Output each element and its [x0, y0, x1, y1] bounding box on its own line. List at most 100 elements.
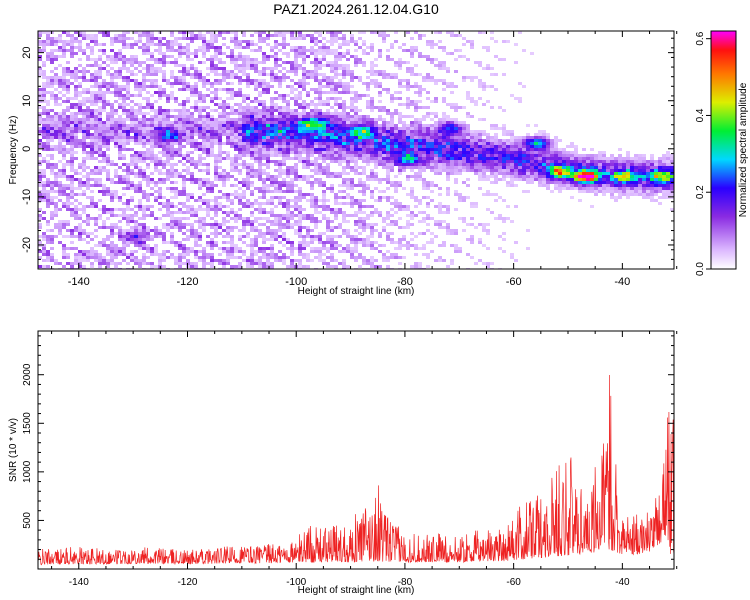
heatmap-cell [54, 148, 58, 151]
heatmap-cell [218, 52, 222, 55]
heatmap-cell [114, 112, 118, 115]
heatmap-cell [262, 142, 266, 145]
heatmap-cell [302, 163, 306, 166]
heatmap-cell [670, 172, 674, 175]
heatmap-cell [382, 124, 386, 127]
heatmap-cell [362, 169, 366, 172]
heatmap-cell [218, 202, 222, 205]
heatmap-cell [130, 148, 134, 151]
heatmap-cell [330, 49, 334, 52]
heatmap-cell [510, 139, 514, 142]
heatmap-cell [246, 79, 250, 82]
heatmap-cell [66, 70, 70, 73]
heatmap-cell [450, 163, 454, 166]
heatmap-cell [278, 184, 282, 187]
heatmap-cell [430, 163, 434, 166]
heatmap-cell [506, 166, 510, 169]
heatmap-cell [178, 55, 182, 58]
heatmap-cell [410, 160, 414, 163]
heatmap-cell [106, 112, 110, 115]
heatmap-cell [190, 163, 194, 166]
heatmap-cell [374, 166, 378, 169]
heatmap-cell [518, 142, 522, 145]
heatmap-cell [614, 187, 618, 190]
heatmap-cell [86, 109, 90, 112]
heatmap-cell [306, 181, 310, 184]
heatmap-cell [210, 109, 214, 112]
heatmap-cell [106, 136, 110, 139]
heatmap-cell [142, 73, 146, 76]
heatmap-cell [54, 55, 58, 58]
heatmap-cell [190, 40, 194, 43]
heatmap-cell [82, 88, 86, 91]
heatmap-cell [198, 112, 202, 115]
heatmap-cell [638, 160, 642, 163]
heatmap-cell [158, 91, 162, 94]
heatmap-cell [326, 139, 330, 142]
heatmap-cell [482, 145, 486, 148]
heatmap-cell [198, 157, 202, 160]
heatmap-cell [38, 163, 42, 166]
heatmap-cell [94, 148, 98, 151]
heatmap-cell [122, 187, 126, 190]
heatmap-cell [158, 172, 162, 175]
heatmap-cell [94, 100, 98, 103]
heatmap-cell [150, 52, 154, 55]
heatmap-cell [638, 190, 642, 193]
heatmap-cell [230, 52, 234, 55]
heatmap-cell [298, 49, 302, 52]
heatmap-cell [578, 157, 582, 160]
heatmap-cell [210, 151, 214, 154]
heatmap-cell [194, 178, 198, 181]
heatmap-cell [210, 55, 214, 58]
heatmap-cell [126, 181, 130, 184]
heatmap-cell [106, 172, 110, 175]
heatmap-cell [234, 157, 238, 160]
heatmap-cell [342, 70, 346, 73]
heatmap-cell [350, 115, 354, 118]
heatmap-cell [250, 157, 254, 160]
heatmap-cell [278, 64, 282, 67]
heatmap-cell [642, 178, 646, 181]
heatmap-cell [194, 121, 198, 124]
heatmap-cell [182, 178, 186, 181]
heatmap-cell [218, 130, 222, 133]
heatmap-cell [630, 160, 634, 163]
heatmap-cell [386, 163, 390, 166]
heatmap-cell [414, 175, 418, 178]
heatmap-cell [414, 139, 418, 142]
heatmap-cell [142, 67, 146, 70]
heatmap-cell [366, 88, 370, 91]
heatmap-cell [346, 202, 350, 205]
heatmap-cell [86, 88, 90, 91]
heatmap-cell [238, 202, 242, 205]
heatmap-cell [350, 130, 354, 133]
heatmap-cell [222, 121, 226, 124]
heatmap-cell [122, 163, 126, 166]
heatmap-cell [86, 184, 90, 187]
heatmap-cell [262, 178, 266, 181]
heatmap-cell [286, 55, 290, 58]
heatmap-cell [278, 43, 282, 46]
heatmap-cell [354, 118, 358, 121]
heatmap-cell [46, 205, 50, 208]
heatmap-cell [478, 85, 482, 88]
heatmap-cell [66, 187, 70, 190]
heatmap-cell [410, 127, 414, 130]
heatmap-cell [546, 163, 550, 166]
heatmap-cell [310, 46, 314, 49]
heatmap-cell [650, 178, 654, 181]
heatmap-cell [174, 151, 178, 154]
heatmap-cell [418, 100, 422, 103]
heatmap-cell [206, 79, 210, 82]
heatmap-cell [478, 133, 482, 136]
heatmap-cell [82, 34, 86, 37]
heatmap-cell [254, 175, 258, 178]
heatmap-cell [214, 34, 218, 37]
heatmap-cell [38, 208, 42, 211]
heatmap-cell [330, 70, 334, 73]
heatmap-cell [378, 133, 382, 136]
heatmap-cell [442, 205, 446, 208]
heatmap-cell [622, 181, 626, 184]
heatmap-cell [330, 139, 334, 142]
